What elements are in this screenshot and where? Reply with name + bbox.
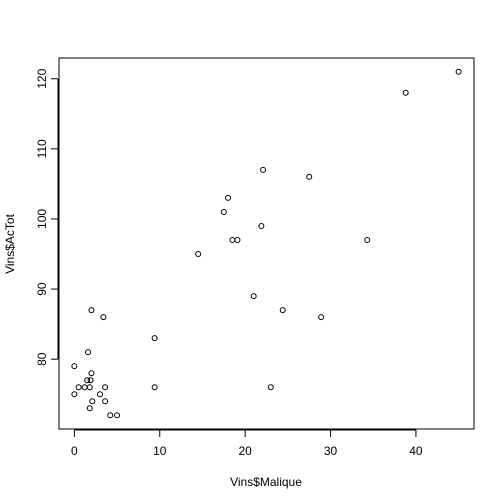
point [88, 370, 95, 377]
point [102, 398, 109, 405]
x-tick-label: 10 [153, 444, 167, 458]
point [195, 251, 202, 258]
point [107, 412, 114, 419]
point [151, 384, 158, 391]
point [306, 173, 313, 180]
point [86, 384, 93, 391]
x-tick-label: 30 [324, 444, 338, 458]
point [114, 412, 121, 419]
plot-frame [58, 57, 475, 430]
point [220, 208, 227, 215]
point [279, 307, 286, 314]
x-tick-label: 20 [238, 444, 252, 458]
point [88, 307, 95, 314]
point [71, 363, 78, 370]
point [86, 405, 93, 412]
y-axis-label: Vins$AcTot [3, 213, 17, 273]
point [87, 377, 94, 384]
y-tick-label: 120 [35, 68, 49, 88]
x-tick-label: 40 [409, 444, 423, 458]
point [318, 314, 325, 321]
point [364, 236, 371, 243]
point [85, 349, 92, 356]
point [455, 68, 462, 75]
y-tick-label: 100 [35, 209, 49, 229]
point [102, 384, 109, 391]
point [260, 166, 267, 173]
point [84, 377, 91, 384]
x-tick-label: 0 [71, 444, 78, 458]
y-tick-label: 80 [35, 352, 49, 366]
point [96, 391, 103, 398]
point [250, 293, 257, 300]
point [234, 236, 241, 243]
point [89, 398, 96, 405]
point [258, 222, 265, 229]
point [225, 194, 232, 201]
x-axis-label: Vins$Malique [230, 475, 302, 489]
y-tick-label: 90 [35, 282, 49, 296]
point [100, 314, 107, 321]
point [75, 384, 82, 391]
point [267, 384, 274, 391]
point [229, 236, 236, 243]
point [402, 89, 409, 96]
point [81, 384, 88, 391]
y-tick-label: 110 [35, 139, 49, 158]
point [151, 335, 158, 342]
point [71, 391, 78, 398]
